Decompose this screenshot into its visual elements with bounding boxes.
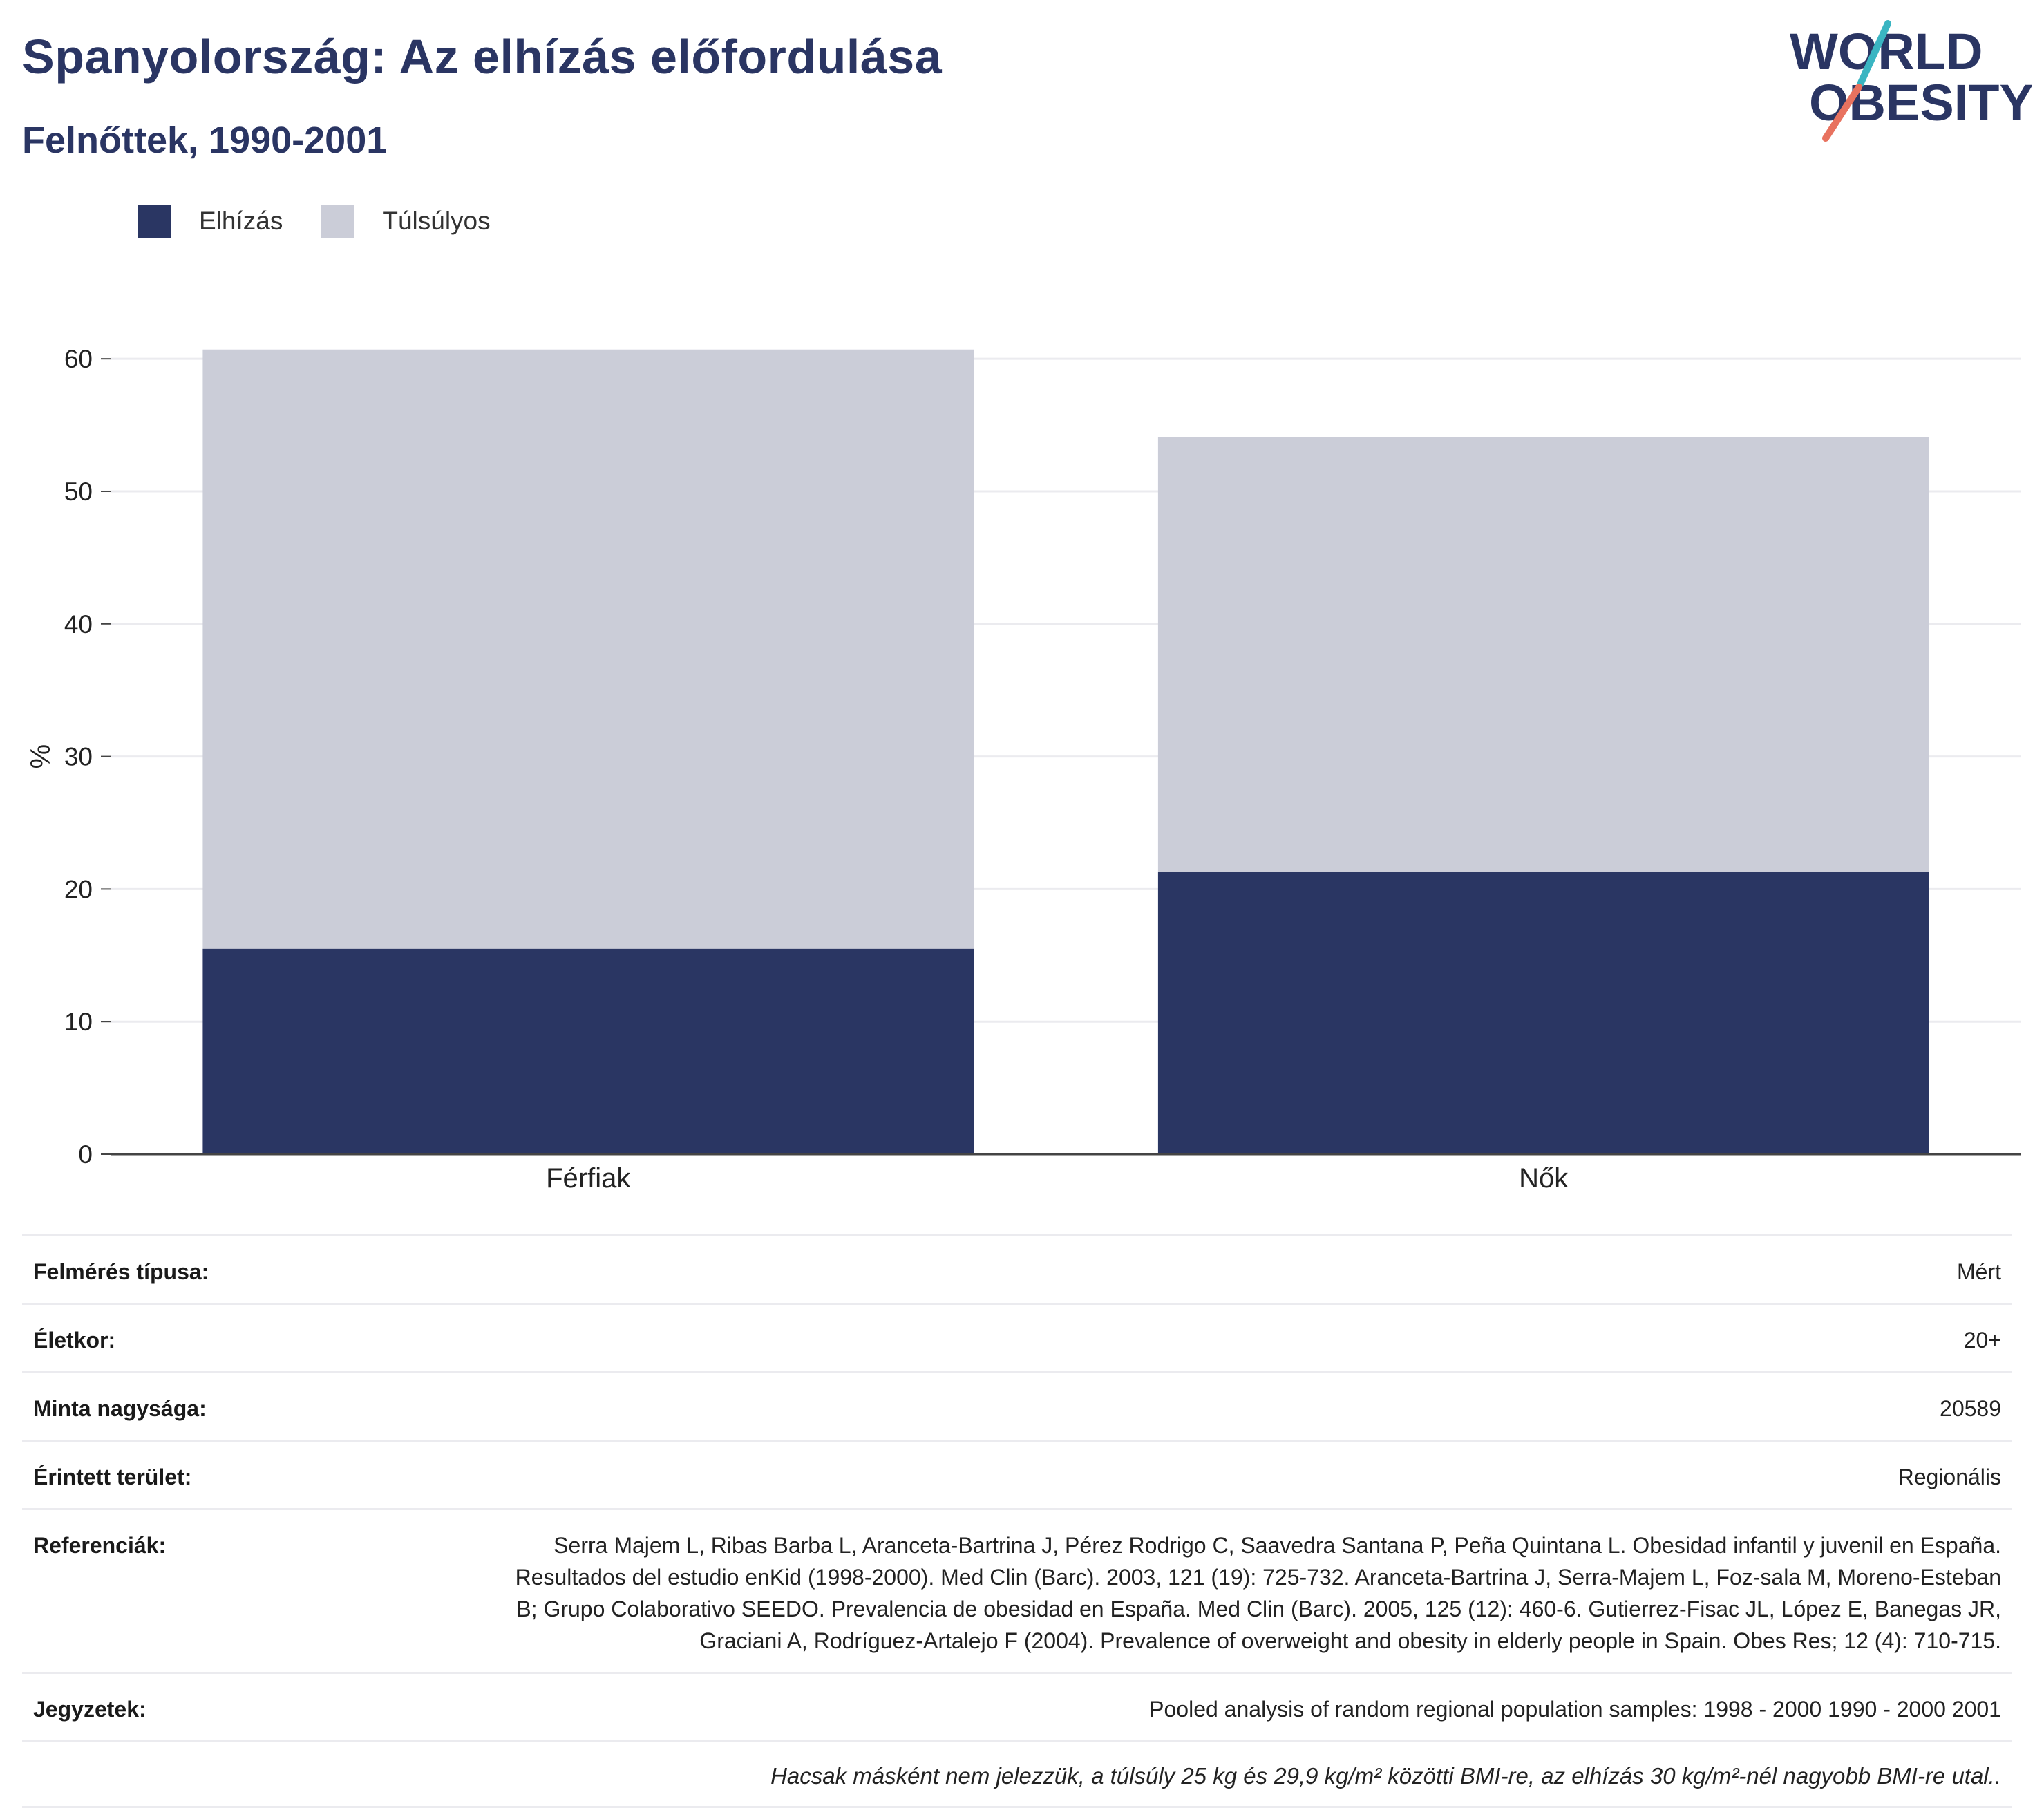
- meta-label: Érintett terület:: [33, 1465, 192, 1489]
- world-obesity-logo: WORLD OBESITY: [1790, 20, 2032, 142]
- meta-row-area: Érintett terület: Regionális: [22, 1442, 2012, 1510]
- meta-row-notes: Jegyzetek: Pooled analysis of random reg…: [22, 1674, 2012, 1742]
- meta-label: Életkor:: [33, 1328, 116, 1353]
- legend-item-obesity[interactable]: Elhízás: [138, 205, 283, 238]
- legend-label-obesity: Elhízás: [199, 207, 283, 235]
- bar-overweight: [202, 349, 974, 949]
- survey-info-table: Felmérés típusa: Mért Életkor: 20+ Minta…: [22, 1234, 2012, 1808]
- y-tick-label: 30: [64, 743, 93, 771]
- page-title: Spanyolország: Az elhízás előfordulása: [22, 30, 943, 84]
- meta-row-age: Életkor: 20+: [22, 1305, 2012, 1373]
- stacked-bar-chart: 0 10 20 30 40 50 60% Férfiak Nők: [26, 346, 2021, 1194]
- y-tick-label: 0: [78, 1140, 93, 1169]
- logo-slash-coral: [1822, 84, 1862, 142]
- page-subtitle: Felnőttek, 1990-2001: [22, 120, 388, 161]
- y-axis-label: %: [26, 744, 56, 769]
- meta-value: 20589: [1940, 1396, 2001, 1421]
- bmi-footnote: Hacsak másként nem jelezzük, a túlsúly 2…: [22, 1742, 2012, 1808]
- meta-value: Pooled analysis of random regional popul…: [1149, 1697, 2001, 1722]
- chart-legend: Elhízás Túlsúlyos: [138, 205, 529, 238]
- y-tick-label: 50: [64, 478, 93, 506]
- bar-obesity: [202, 948, 974, 1154]
- meta-value: Serra Majem L, Ribas Barba L, Aranceta-B…: [515, 1533, 2001, 1653]
- x-tick-label: Férfiak: [546, 1163, 631, 1194]
- legend-item-overweight[interactable]: Túlsúlyos: [321, 205, 491, 238]
- legend-swatch-obesity: [138, 205, 171, 238]
- logo-slash-teal: [1857, 20, 1891, 88]
- meta-label: Referenciák:: [33, 1533, 167, 1558]
- meta-value: Regionális: [1898, 1465, 2001, 1489]
- meta-row-references: Referenciák: Serra Majem L, Ribas Barba …: [22, 1510, 2012, 1674]
- x-tick-label: Nők: [1519, 1163, 1569, 1194]
- legend-swatch-overweight: [321, 205, 355, 238]
- meta-label: Jegyzetek:: [33, 1697, 146, 1722]
- bar-overweight: [1157, 437, 1929, 872]
- y-tick-label: 40: [64, 610, 93, 639]
- meta-row-sample-size: Minta nagysága: 20589: [22, 1373, 2012, 1442]
- meta-label: Minta nagysága:: [33, 1396, 207, 1421]
- y-tick-label: 10: [64, 1008, 93, 1036]
- bar-obesity: [1157, 872, 1929, 1154]
- meta-label: Felmérés típusa:: [33, 1259, 209, 1284]
- y-tick-label: 60: [64, 346, 93, 373]
- meta-value: 20+: [1963, 1328, 2001, 1353]
- meta-value: Mért: [1957, 1259, 2001, 1284]
- legend-label-overweight: Túlsúlyos: [382, 207, 491, 235]
- y-tick-label: 20: [64, 875, 93, 903]
- meta-row-survey-type: Felmérés típusa: Mért: [22, 1236, 2012, 1305]
- logo-line2: OBESITY: [1809, 74, 2032, 131]
